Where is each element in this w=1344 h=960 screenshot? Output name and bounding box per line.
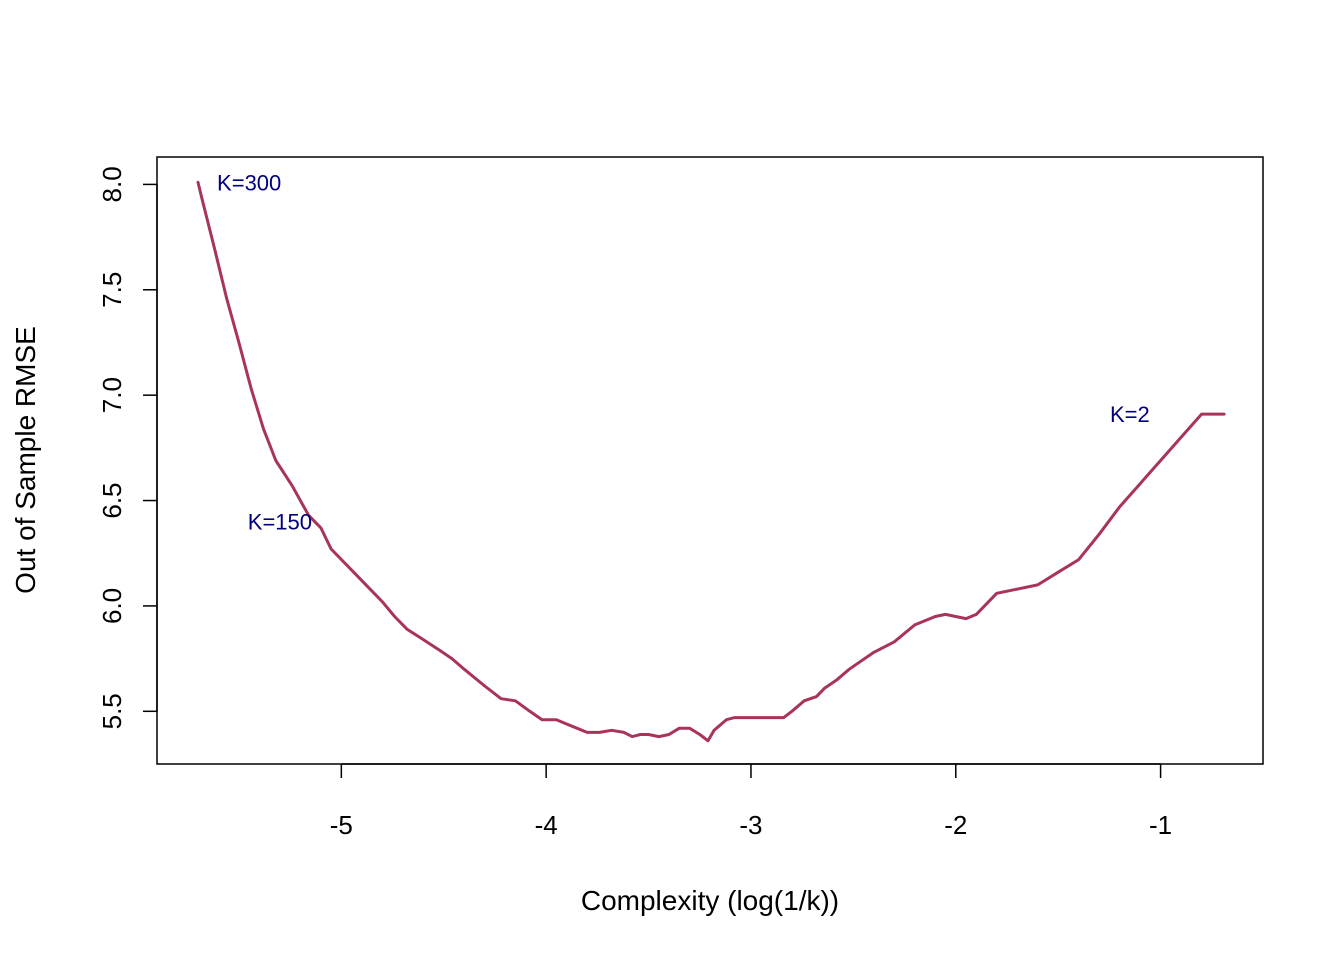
plot-box <box>156 156 1264 765</box>
y-tick-label: 7.0 <box>97 377 127 413</box>
x-tick-label: -1 <box>1149 810 1172 840</box>
annotation-label: K=300 <box>217 170 281 195</box>
y-axis-title: Out of Sample RMSE <box>10 326 41 594</box>
x-tick-label: -2 <box>944 810 967 840</box>
rmse-line <box>196 180 1226 743</box>
x-axis: -5 -4 -3 -2 -1 <box>330 763 1172 840</box>
annotation-label: K=2 <box>1110 402 1150 427</box>
y-tick-label: 7.5 <box>97 272 127 308</box>
x-tick-label: -3 <box>739 810 762 840</box>
y-axis: 5.5 6.0 6.5 7.0 7.5 8.0 <box>97 166 158 729</box>
x-tick-label: -4 <box>535 810 558 840</box>
y-tick-label: 5.5 <box>97 693 127 729</box>
x-axis-title: Complexity (log(1/k)) <box>581 885 839 916</box>
annotation-label: K=150 <box>248 510 312 535</box>
x-tick-label: -5 <box>330 810 353 840</box>
y-tick-label: 8.0 <box>97 166 127 202</box>
y-tick-label: 6.5 <box>97 482 127 518</box>
annotations: K=300 K=150 K=2 <box>217 170 1150 534</box>
y-tick-label: 6.0 <box>97 588 127 624</box>
